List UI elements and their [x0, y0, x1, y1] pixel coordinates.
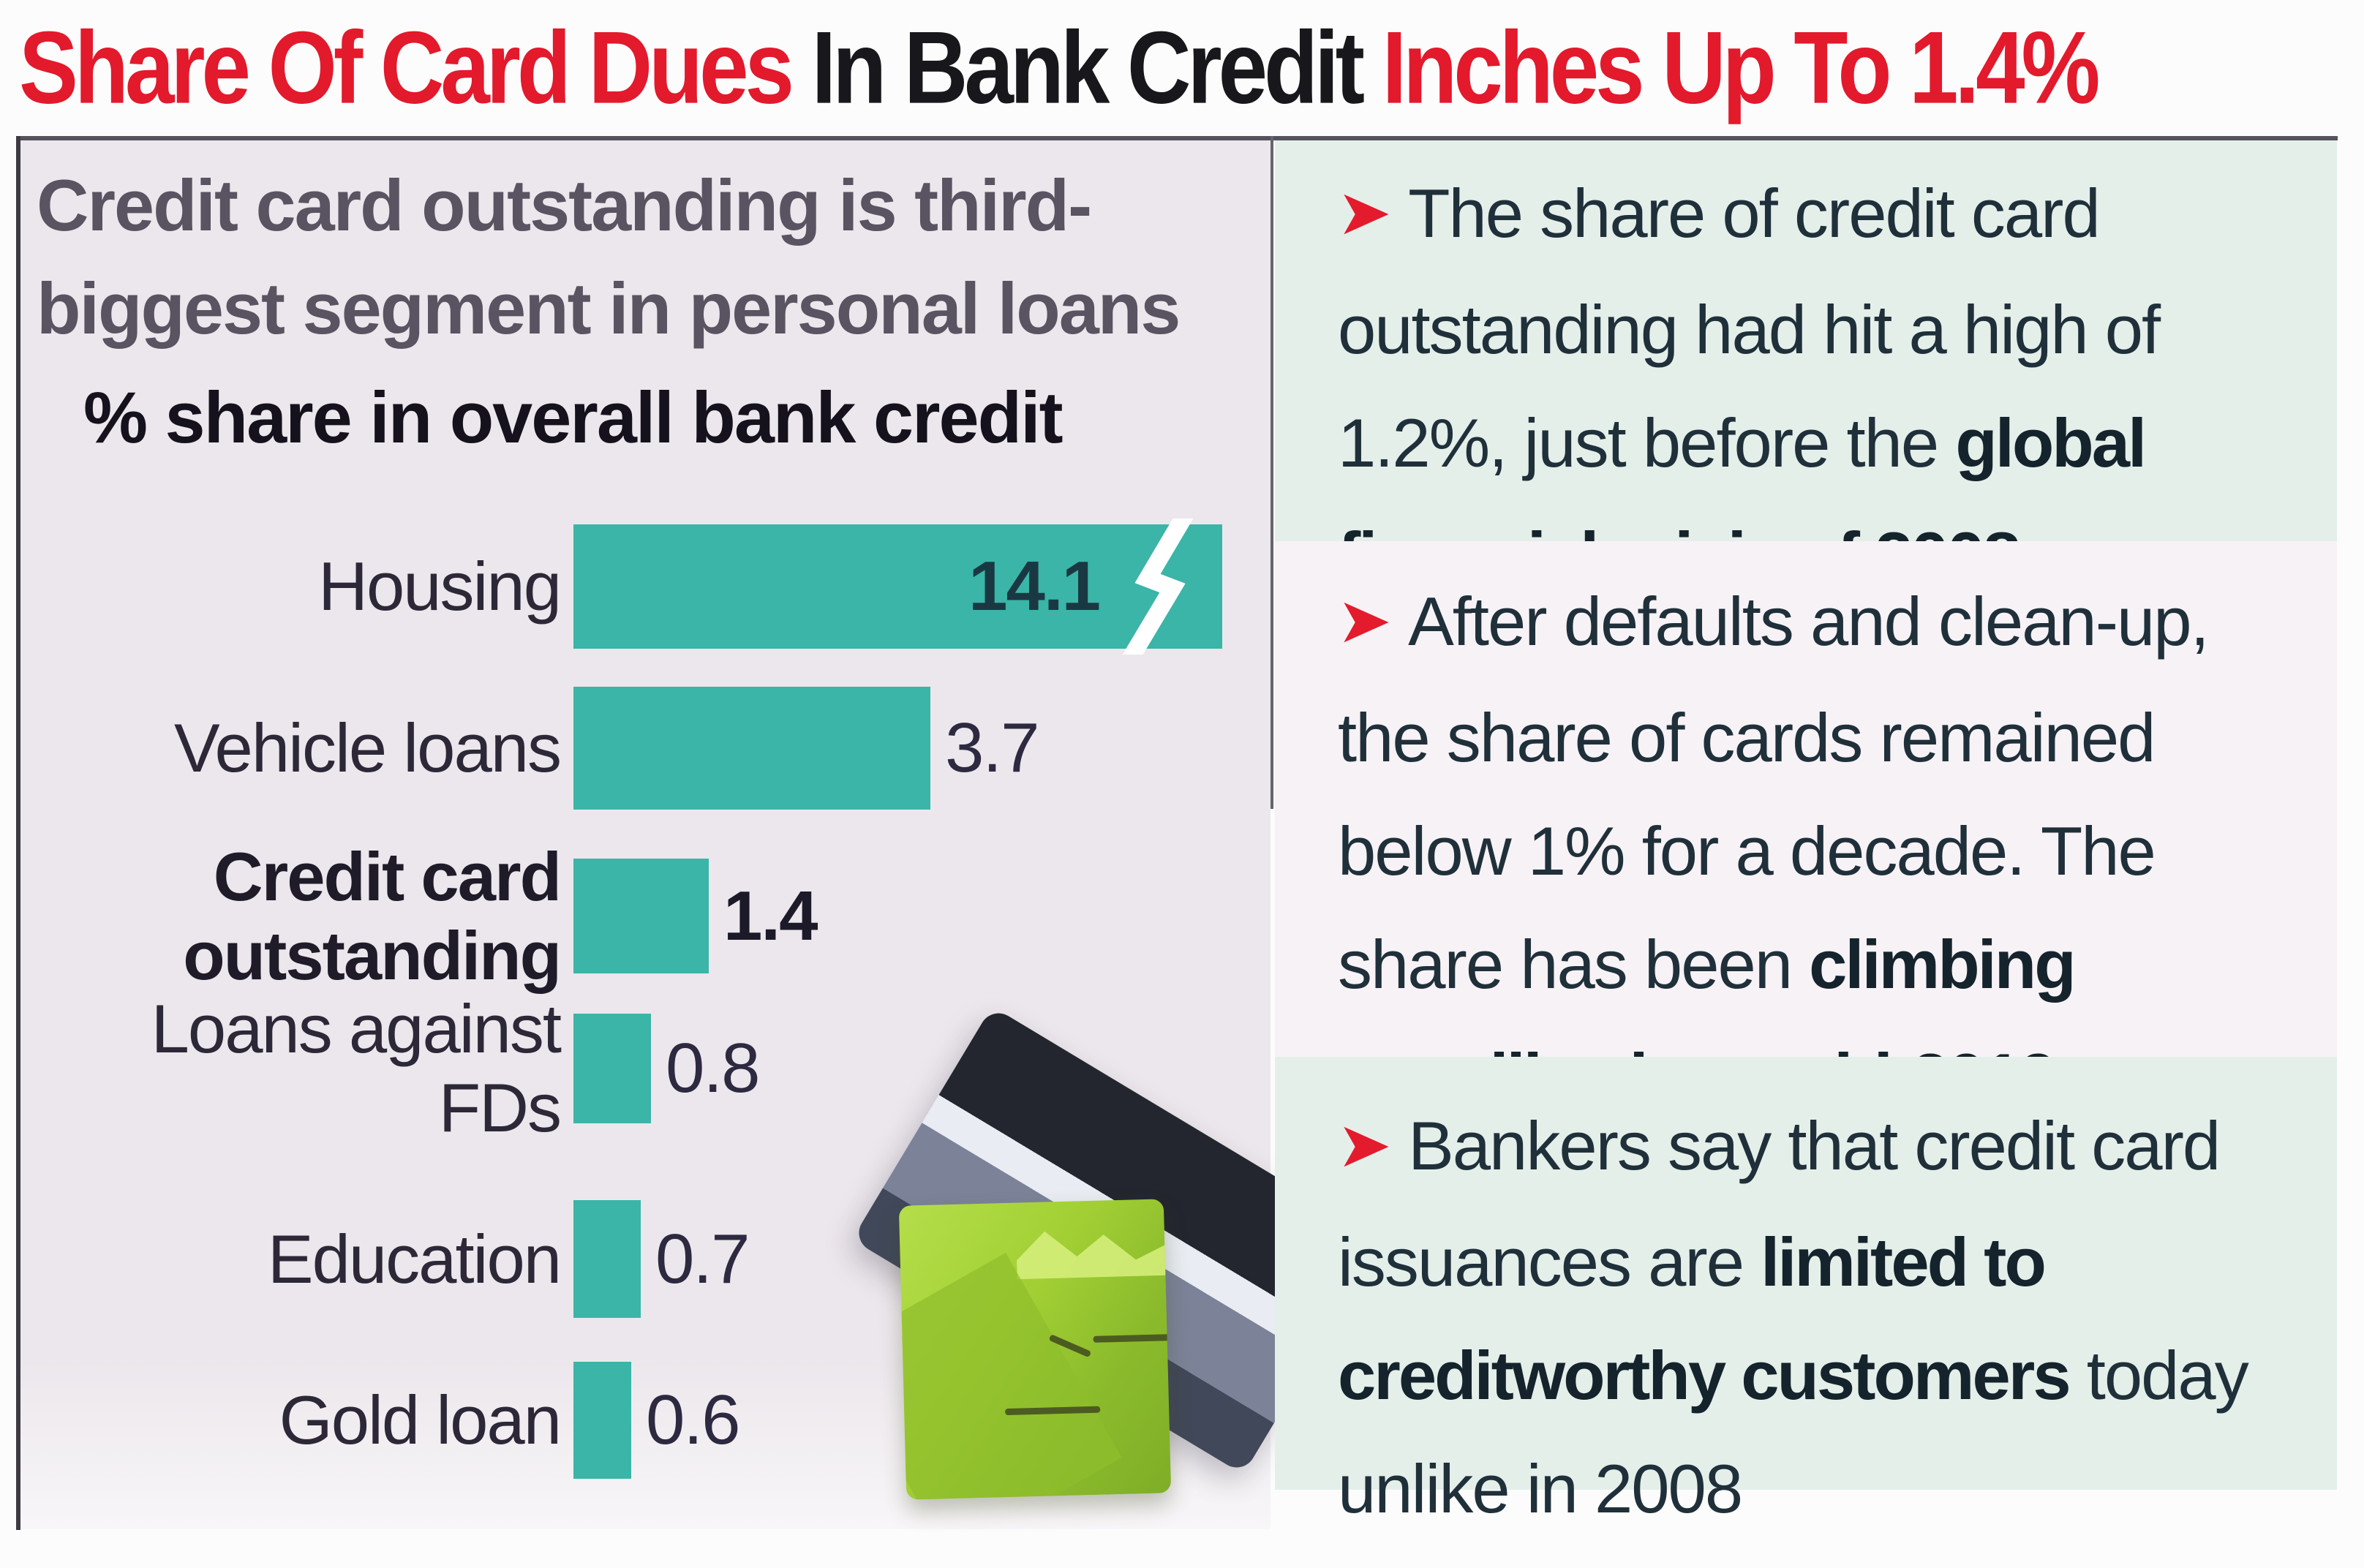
- axis-break-icon: [1122, 519, 1194, 655]
- note-block-1: ➤ The share of credit card outstanding ha…: [1275, 140, 2337, 595]
- chart-subtitle: Credit card outstanding is third-biggest…: [37, 165, 1181, 349]
- title-segment-dark: In Bank Credit: [811, 10, 1382, 126]
- note-1-before: The share of credit card outstanding had…: [1338, 175, 2161, 481]
- bar-housing: 14.1: [573, 519, 1222, 655]
- note-3-before: Bankers say that credit card issuances a…: [1338, 1107, 2221, 1300]
- bar-value-housing: 14.1: [968, 547, 1101, 625]
- title-segment-red-1: Share Of Card Dues: [19, 10, 812, 126]
- note-text-3: ➤ Bankers say that credit card issuances …: [1275, 1057, 2337, 1545]
- bar-row-housing: Housing 14.1: [32, 519, 1222, 655]
- bar-row-credit-card: Credit card outstanding 1.4: [32, 838, 818, 994]
- bar-value-gold-loan: 0.6: [646, 1381, 740, 1459]
- note-2-before: After defaults and clean-up, the share o…: [1338, 583, 2210, 1003]
- bar-label-housing: Housing: [318, 548, 562, 625]
- card-detail-mark: [1093, 1333, 1172, 1343]
- bar-label-education: Education: [267, 1220, 562, 1297]
- bar-value-credit-card: 1.4: [723, 876, 818, 955]
- bar-value-education: 0.7: [655, 1219, 750, 1298]
- chart-panel: Credit card outstanding is third-biggest…: [20, 140, 1384, 1529]
- note-block-3: ➤ Bankers say that credit card issuances …: [1275, 1057, 2337, 1527]
- note-text-2: ➤ After defaults and clean-up, the share …: [1275, 541, 2337, 1134]
- bar-gold-loan: [573, 1362, 631, 1479]
- bullet-arrow-icon: ➤: [1336, 586, 1392, 656]
- bar-label-credit-card: Credit card outstanding: [183, 837, 562, 994]
- card-shade: [898, 1252, 1121, 1500]
- bullet-arrow-icon: ➤: [1336, 178, 1392, 248]
- bar-label-vehicle-loans: Vehicle loans: [174, 709, 562, 786]
- bar-label-loans-against-fds: Loans against FDs: [151, 990, 562, 1146]
- bar-row-vehicle-loans: Vehicle loans 3.7: [32, 687, 1039, 810]
- card-detail-mark: [1048, 1334, 1092, 1358]
- panel-left-border: [16, 136, 20, 1530]
- note-block-2: ➤ After defaults and clean-up, the share …: [1275, 541, 2337, 1116]
- bar-value-vehicle-loans: 3.7: [945, 709, 1039, 787]
- green-credit-card-graphic: [898, 1199, 1172, 1500]
- card-shine-highlight: [1016, 1228, 1171, 1279]
- bar-vehicle-loans: [573, 687, 930, 810]
- bar-credit-card: [573, 859, 709, 973]
- card-detail-mark: [1004, 1406, 1100, 1416]
- title-segment-red-2: Inches Up To 1.4%: [1382, 10, 2101, 126]
- bar-row-loans-against-fds: Loans against FDs 0.8: [32, 990, 761, 1146]
- panel-top-border: [16, 136, 2338, 140]
- bullet-arrow-icon: ➤: [1336, 1110, 1392, 1180]
- bar-row-education: Education 0.7: [32, 1200, 750, 1318]
- panel-divider: [1271, 136, 1273, 809]
- bar-loans-against-fds: [573, 1014, 651, 1123]
- note-3-after: today unlike in 2008: [1338, 1337, 2249, 1527]
- page-title: Share Of Card Dues In Bank Credit Inches…: [19, 9, 2101, 127]
- note-3-bold: limited to creditworthy customers: [1338, 1224, 2071, 1414]
- chart-axis-heading: % share in overall bank credit: [83, 377, 1064, 458]
- bar-row-gold-loan: Gold loan 0.6: [32, 1362, 740, 1479]
- bar-education: [573, 1200, 641, 1318]
- bar-label-gold-loan: Gold loan: [279, 1382, 562, 1458]
- bar-value-loans-against-fds: 0.8: [666, 1029, 760, 1107]
